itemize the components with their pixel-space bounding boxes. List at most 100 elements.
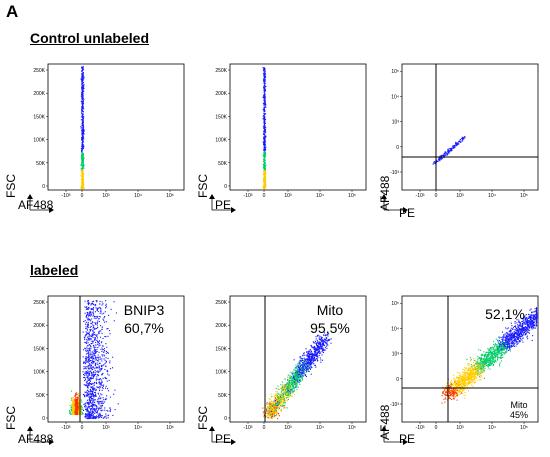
event-dot (110, 409, 111, 410)
event-dot (88, 352, 89, 353)
event-dot (265, 98, 266, 99)
event-dot (286, 387, 287, 388)
event-dot (299, 380, 300, 381)
event-dot (302, 360, 303, 361)
event-dot (265, 154, 266, 155)
event-dot (99, 340, 100, 341)
x-tick-label: 10⁴ (134, 193, 142, 199)
event-dot (282, 389, 283, 390)
event-dot (322, 345, 323, 346)
event-dot (101, 417, 102, 418)
event-dot (97, 364, 98, 365)
event-dot (301, 367, 302, 368)
event-dot (106, 351, 107, 352)
x-tick-label: 10⁵ (166, 193, 174, 199)
event-dot (78, 411, 79, 412)
event-dot (85, 403, 86, 404)
y-tick-label: 10⁴ (391, 94, 399, 100)
event-dot (86, 342, 87, 343)
event-dot (97, 363, 98, 364)
event-dot (269, 411, 270, 412)
event-dot (276, 399, 277, 400)
event-dot (94, 399, 95, 400)
event-dot (97, 374, 98, 375)
event-dot (311, 356, 312, 357)
event-dot (320, 359, 321, 360)
event-dot (275, 399, 276, 400)
event-dot (86, 406, 87, 407)
event-dot (81, 181, 82, 182)
event-dot (97, 370, 98, 371)
event-dot (88, 353, 89, 354)
event-dot (306, 348, 307, 349)
event-dot (98, 404, 99, 405)
event-dot (88, 318, 89, 319)
event-dot (314, 353, 315, 354)
event-dot (306, 355, 307, 356)
event-dot (306, 371, 307, 372)
event-dot (265, 71, 266, 72)
event-dot (297, 370, 298, 371)
event-dot (318, 352, 319, 353)
event-dot (72, 400, 73, 401)
event-dot (291, 372, 292, 373)
event-dot (84, 406, 85, 407)
event-dot (263, 173, 264, 174)
event-dot (317, 353, 318, 354)
event-dot (89, 315, 90, 316)
event-dot (294, 394, 295, 395)
event-dot (270, 408, 271, 409)
event-dot (297, 363, 298, 364)
event-dot (85, 414, 86, 415)
event-dot (72, 414, 73, 415)
event-dot (310, 369, 311, 370)
event-dot (93, 311, 94, 312)
event-dot (81, 183, 82, 184)
event-dot (275, 412, 276, 413)
event-dot (265, 86, 266, 87)
event-dot (433, 162, 434, 163)
event-dot (442, 158, 443, 159)
event-dot (97, 372, 98, 373)
event-dot (437, 161, 438, 162)
y-tick-label: 50K (36, 161, 46, 167)
event-dot (104, 336, 105, 337)
event-dot (90, 406, 91, 407)
event-dot (319, 353, 320, 354)
event-dot (85, 334, 86, 335)
event-dot (298, 366, 299, 367)
event-dot (307, 360, 308, 361)
event-dot (281, 401, 282, 402)
event-dot (87, 366, 88, 367)
y-tick-label: 0 (396, 145, 399, 151)
event-dot (288, 399, 289, 400)
event-dot (83, 361, 84, 362)
event-dot (295, 387, 296, 388)
x-tick-label: 10⁴ (134, 425, 142, 431)
event-dot (270, 402, 271, 403)
event-dot (299, 364, 300, 365)
event-dot (453, 145, 454, 146)
event-dot (94, 417, 95, 418)
event-dot (93, 394, 94, 395)
event-dot (89, 332, 90, 333)
event-dot (100, 337, 101, 338)
event-dot (92, 342, 93, 343)
event-dot (101, 410, 102, 411)
y-tick-label: 10³ (392, 120, 400, 126)
event-dot (74, 410, 75, 411)
event-dot (91, 354, 92, 355)
event-dot (96, 336, 97, 337)
event-dot (433, 164, 434, 165)
event-dot (82, 114, 83, 115)
event-dot (285, 384, 286, 385)
event-dot (86, 356, 87, 357)
event-dot (95, 365, 96, 366)
event-dot (284, 389, 285, 390)
event-dot (105, 399, 106, 400)
event-dot (81, 137, 82, 138)
event-dot (327, 345, 328, 346)
event-dot (85, 385, 86, 386)
event-dot (278, 394, 279, 395)
